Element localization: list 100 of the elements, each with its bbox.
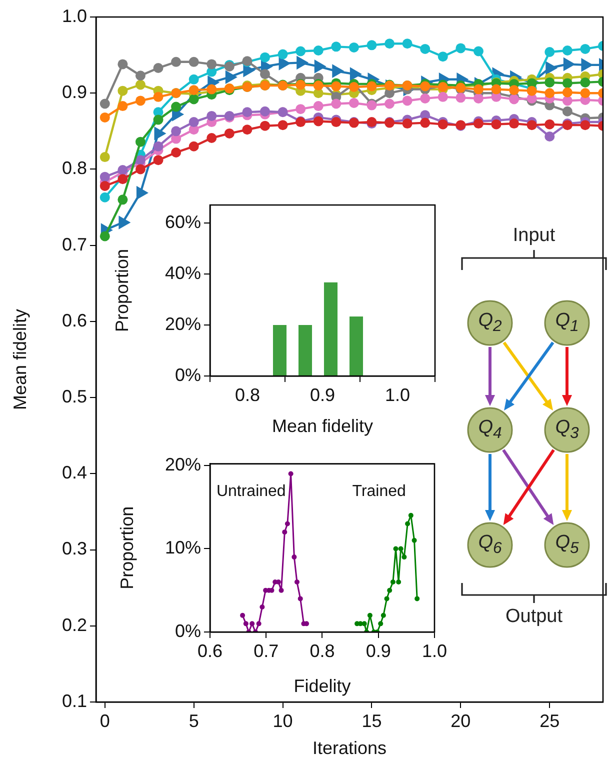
point [384,596,390,602]
point [544,119,555,130]
x-tick-label: 0.6 [197,640,223,661]
point [396,580,402,585]
point [278,49,288,60]
x-axis-title: Iterations [312,738,387,758]
point [438,92,448,102]
y-tick-label: 1.0 [62,6,87,26]
point [118,86,128,96]
y-axis-title: Mean fidelity [10,308,30,410]
point [509,85,520,96]
point [405,521,410,526]
point [402,38,412,49]
point [544,88,555,98]
y-tick-label: 0.4 [62,462,87,483]
annotation: Q$_{1}$ [555,310,579,336]
annotation: Output [505,606,563,628]
point [509,94,520,104]
point [380,612,386,618]
annotation: Q$_{5}$ [555,532,579,558]
x-tick-label: 1.0 [422,640,448,661]
x-tick-label: 20 [450,710,471,731]
point [188,74,199,84]
point [118,59,128,70]
point [348,82,359,92]
point [348,98,359,108]
point [118,101,128,112]
point [384,98,395,109]
x-tick-label: 25 [540,710,560,731]
annotation: Input [512,225,556,247]
point [284,521,290,526]
point [243,621,248,626]
point [362,621,367,626]
annotation: Q$_{4}$ [478,417,502,443]
x-tick-label: 10 [272,710,293,731]
annotation: Q$_{2}$ [478,310,502,336]
point [402,96,412,106]
y-tick-label: 10% [164,538,201,558]
point [491,119,502,130]
point [135,136,146,147]
x-tick-label: 5 [188,710,199,731]
point [562,96,572,106]
point [206,59,217,70]
point [544,77,555,88]
y-tick-label: 0.8 [62,158,87,178]
y-tick-label: 0.3 [62,538,87,559]
x-tick-label: 1.0 [384,384,410,405]
x-tick-label: 0.9 [310,384,336,405]
y-tick-label: 20% [164,454,201,474]
annotation: Q$_{6}$ [478,532,502,558]
point [366,81,377,92]
point [580,120,590,130]
y-tick-label: 0.9 [62,82,87,102]
y-tick-label: 0.2 [62,614,87,635]
point [135,70,146,81]
point [398,546,404,552]
point [240,612,246,618]
point [390,580,396,585]
point [188,56,199,67]
point [491,84,502,94]
series-label: Untrained [216,482,286,500]
y-tick-label: 40% [164,262,201,283]
point [562,45,572,56]
y-axis-title: Proportion [112,248,132,332]
point [100,152,110,162]
point [100,231,110,242]
point [420,44,430,54]
point [562,78,572,88]
x-tick-label: 0 [100,710,110,731]
y-tick-label: 0% [174,620,201,641]
point [402,554,407,560]
x-tick-label: 0.8 [310,640,335,661]
point [100,180,110,191]
point [242,107,252,118]
point [153,114,164,125]
point [278,120,288,130]
point [313,45,324,56]
point [473,46,484,56]
point [188,117,199,128]
point [242,124,252,135]
point [562,106,572,116]
point [296,46,306,56]
point [135,80,146,90]
point [171,147,182,158]
point [378,621,384,626]
point [294,580,300,585]
y-tick-label: 0.6 [62,310,87,330]
point [408,512,414,518]
annotation: Q$_{3}$ [555,417,579,443]
point [331,42,342,52]
point [171,102,182,112]
point [260,52,270,62]
x-axis-title: Mean fidelity [272,416,374,436]
point [250,621,255,626]
point [206,110,217,121]
y-tick-label: 60% [164,212,201,232]
point [256,621,262,626]
point [224,128,234,138]
y-tick-label: 0.1 [62,690,87,711]
x-tick-label: 0.9 [366,640,391,661]
